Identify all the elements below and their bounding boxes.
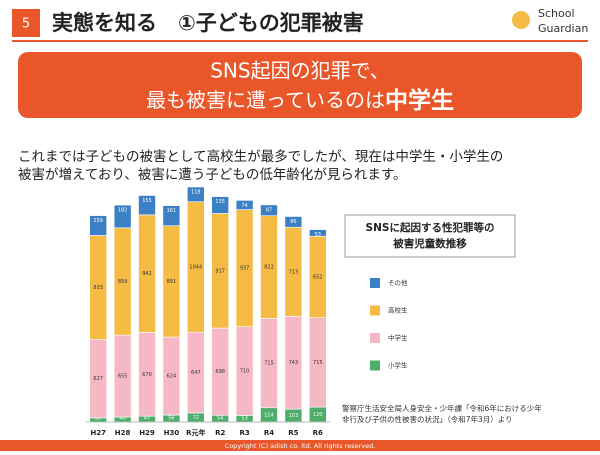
bar-segment	[138, 195, 156, 216]
value-label: 655	[118, 374, 128, 380]
value-label: 135	[215, 199, 225, 205]
chart-title: 被害児童数推移	[393, 237, 467, 250]
value-label: 624	[167, 374, 177, 380]
value-label: 670	[142, 372, 152, 378]
value-label: 710	[240, 369, 250, 375]
value-label: 652	[313, 274, 323, 280]
page-badge	[12, 9, 40, 37]
value-label: 56	[168, 416, 174, 422]
value-label: 698	[215, 369, 225, 375]
value-label: 1044	[189, 264, 202, 270]
source-note: 警察庁生活安全局人身安全・少年課「令和6年における少年	[342, 403, 542, 413]
value-label: 161	[167, 208, 177, 214]
value-label: 118	[191, 190, 201, 196]
value-label: 87	[266, 207, 272, 213]
value-label: 114	[264, 412, 274, 418]
value-label: 40	[119, 416, 125, 422]
bar-segment	[235, 200, 254, 210]
value-label: 33	[95, 416, 101, 422]
value-label: 715	[264, 361, 274, 367]
logo-icon	[512, 11, 530, 29]
value-label: 647	[191, 370, 201, 376]
value-label: 53	[315, 232, 321, 238]
value-label: 155	[142, 198, 152, 204]
value-label: 941	[142, 271, 152, 277]
legend-label: その他	[388, 278, 408, 287]
x-tick-label: R元年	[186, 428, 205, 437]
footer-bar	[0, 440, 600, 451]
value-label: 74	[241, 203, 247, 209]
x-tick-label: R5	[288, 429, 298, 437]
legend-swatch	[370, 278, 380, 288]
body-text: 被害が増えており、被害に遭う子どもの低年齢化が見られます。	[18, 167, 407, 183]
value-label: 53	[241, 416, 247, 422]
x-tick-label: R3	[239, 429, 249, 437]
value-label: 54	[217, 416, 223, 422]
bar-segment	[284, 216, 303, 228]
x-tick-label: H27	[90, 429, 106, 437]
bar-segment	[308, 229, 327, 237]
x-tick-label: R4	[264, 429, 274, 437]
banner-emphasis: 中学生	[385, 87, 454, 114]
legend-label: 小学生	[388, 361, 408, 370]
legend-swatch	[370, 305, 380, 316]
chart-title-box	[344, 214, 516, 258]
value-label: 103	[289, 413, 299, 419]
value-label: 72	[193, 415, 199, 421]
value-label: 627	[93, 376, 103, 382]
value-label: 715	[313, 360, 323, 366]
bar-segment	[113, 204, 132, 229]
value-label: 822	[264, 265, 274, 271]
value-label: 182	[118, 208, 128, 214]
logo-text: Guardian	[538, 22, 588, 35]
x-tick-label: H30	[164, 429, 180, 437]
value-label: 937	[240, 266, 250, 272]
bar-segment	[162, 205, 181, 227]
banner	[18, 52, 582, 118]
chart-title: SNSに起因する性犯罪等の	[366, 221, 495, 234]
page-number: 5	[22, 17, 30, 32]
value-label: 713	[289, 269, 299, 275]
value-label: 120	[313, 412, 323, 418]
bar-segment	[187, 186, 205, 203]
legend-label: 中学生	[388, 333, 408, 342]
legend-swatch	[370, 360, 380, 371]
value-label: 86	[290, 219, 296, 225]
x-tick-label: H29	[139, 429, 155, 437]
x-tick-label: R6	[313, 429, 323, 437]
value-label: 159	[93, 218, 103, 224]
value-label: 47	[144, 416, 150, 422]
footer-text: Copyright (C) adish co. ltd. All rights …	[225, 442, 376, 450]
body-text: これまでは子どもの被害として高校生が最多でしたが、現在は中学生・小学生の	[18, 148, 503, 165]
value-label: 917	[215, 268, 225, 274]
source-note: 非行及び子供の性被害の状況」（令和7年3月）より	[342, 414, 513, 424]
banner-text: 最も被害に遭っているのは中学生	[146, 87, 454, 114]
legend-label: 高校生	[388, 306, 408, 315]
x-tick-label: H28	[115, 429, 131, 437]
logo-text: School	[538, 7, 575, 20]
slide-title: 実態を知る ①子どもの犯罪被害	[52, 11, 364, 35]
banner-text: 最も被害に遭っているのは	[146, 88, 385, 112]
x-tick-label: R2	[215, 429, 225, 437]
bar-segment	[89, 215, 107, 236]
legend-swatch	[370, 333, 380, 343]
bar-segment	[260, 204, 278, 217]
bar-segment	[211, 196, 229, 214]
value-label: 833	[93, 285, 103, 291]
value-label: 743	[289, 360, 299, 366]
value-label: 891	[167, 279, 177, 285]
banner-text: SNS起因の犯罪で、	[210, 59, 390, 83]
value-label: 859	[118, 279, 128, 285]
